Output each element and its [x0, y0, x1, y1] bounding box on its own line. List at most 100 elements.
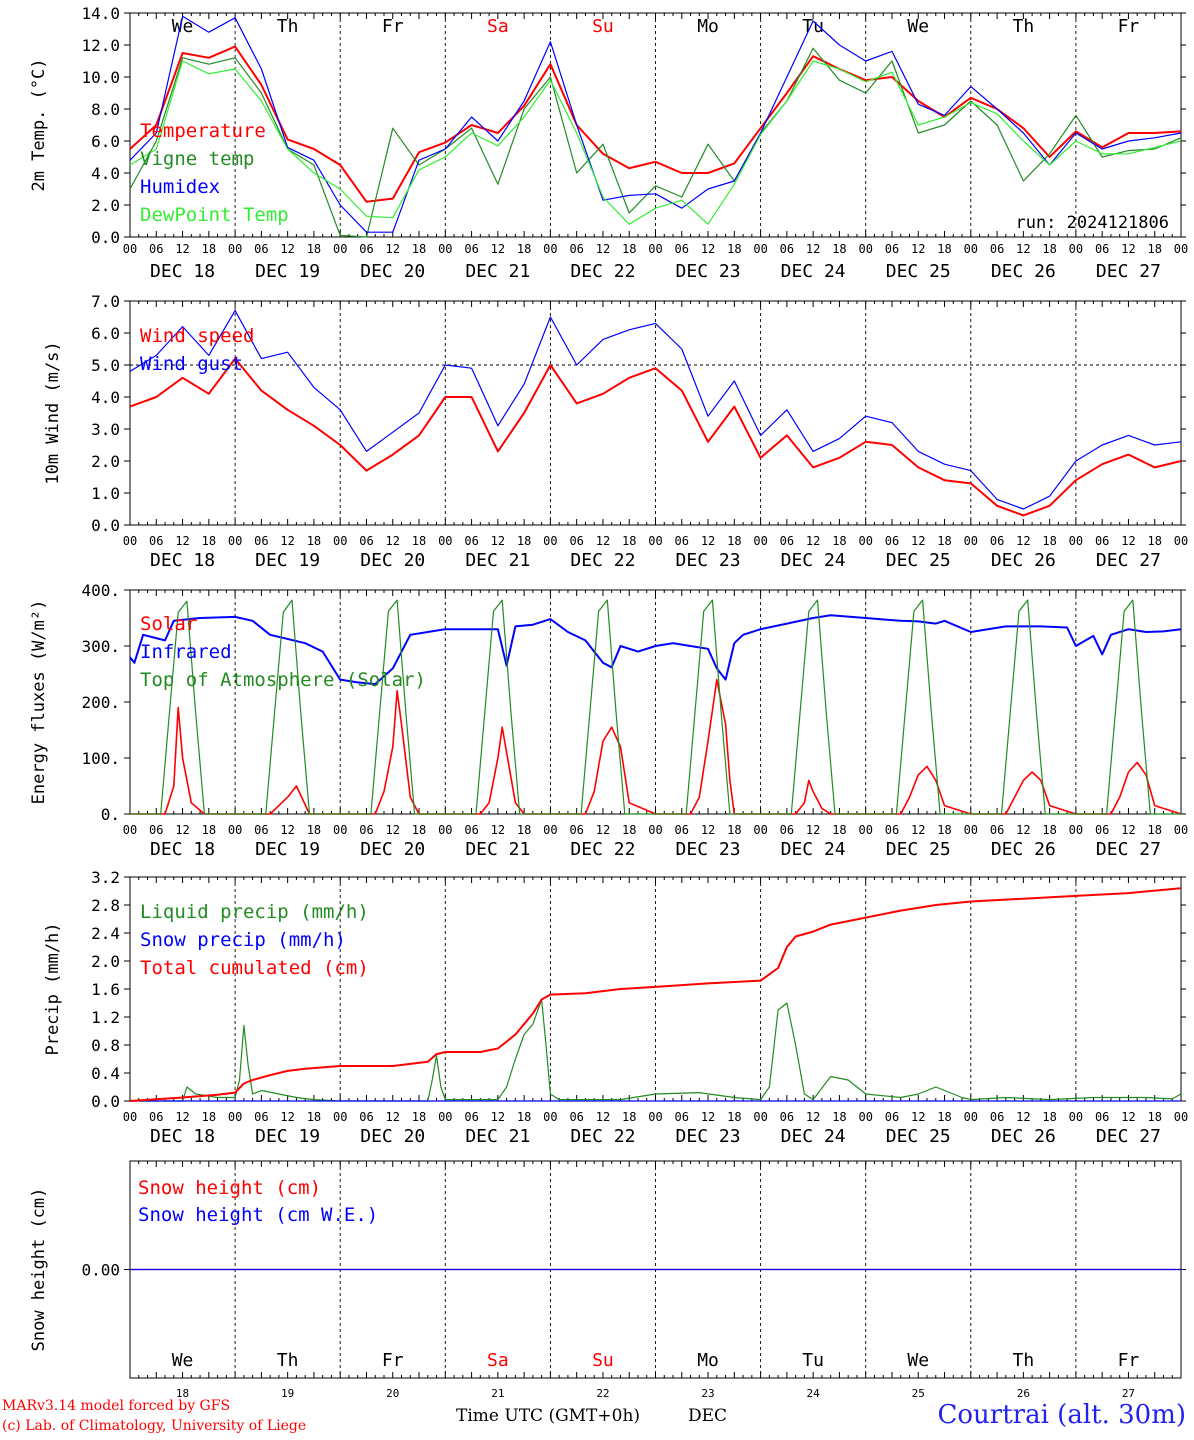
date-label: DEC 19 [255, 839, 320, 860]
hour-tick-label: 06 [149, 242, 163, 256]
hour-tick-label: 06 [359, 534, 373, 548]
date-label: DEC 24 [781, 550, 846, 571]
day-number-label: 22 [596, 1387, 609, 1400]
hour-tick-label: 00 [964, 1110, 978, 1124]
hour-tick-label: 18 [307, 534, 321, 548]
date-label: DEC 27 [1096, 1126, 1161, 1147]
date-label: DEC 25 [886, 550, 951, 571]
day-number-label: 27 [1122, 1387, 1135, 1400]
weekday-label: Th [1013, 16, 1035, 37]
hour-tick-label: 06 [780, 823, 794, 837]
hour-tick-label: 00 [648, 242, 662, 256]
hour-tick-label: 18 [832, 242, 846, 256]
hour-tick-label: 06 [780, 242, 794, 256]
date-label: DEC 22 [570, 261, 635, 282]
legend-entry: Top of Atmosphere (Solar) [140, 669, 426, 691]
legend-entry: Temperature [140, 120, 266, 142]
hour-tick-label: 18 [202, 1110, 216, 1124]
hour-tick-label: 18 [622, 534, 636, 548]
hour-tick-label: 00 [753, 242, 767, 256]
y-tick-label: 3.0 [91, 420, 120, 439]
panel-snow: 0.00 Snow height (cm) We Th Fr Sa Su Mo Tu We Th Fr… [29, 1160, 1186, 1400]
date-label: DEC 20 [360, 261, 425, 282]
y-tick-label: 300. [81, 637, 120, 656]
hour-tick-label: 06 [464, 534, 478, 548]
hour-tick-label: 00 [753, 534, 767, 548]
hour-tick-label: 06 [254, 823, 268, 837]
day-number-label: 20 [386, 1387, 399, 1400]
legend-entry: Total cumulated (cm) [140, 957, 369, 979]
legend-entry: Solar [140, 613, 197, 635]
hour-tick-label: 12 [491, 1110, 505, 1124]
hour-tick-label: 12 [701, 242, 715, 256]
hour-tick-label: 12 [1016, 823, 1030, 837]
hour-tick-label: 18 [622, 1110, 636, 1124]
hour-tick-label: 00 [228, 242, 242, 256]
panel-wind: 0.0 1.0 2.0 3.0 4.0 5.0 6.0 7.0 10m Wind (m/s) Wi… [43, 292, 1188, 571]
hour-tick-label: 00 [333, 242, 347, 256]
y-tick-label: 4.0 [91, 388, 120, 407]
y-tick-label: 2.4 [91, 924, 120, 943]
weekday-label: Fr [382, 16, 404, 37]
station-name: Courtrai (alt. 30m) [937, 1400, 1187, 1430]
hour-tick-label: 00 [543, 1110, 557, 1124]
hour-tick-label: 18 [832, 823, 846, 837]
hour-tick-label: 18 [1147, 1110, 1161, 1124]
day-number-label: 18 [176, 1387, 189, 1400]
hour-tick-label: 00 [753, 1110, 767, 1124]
run-label: run: 2024121806 [1015, 213, 1169, 233]
hour-tick-label: 12 [280, 823, 294, 837]
hour-tick-label: 18 [307, 1110, 321, 1124]
model-credit: MARv3.14 model forced by GFS [2, 1398, 231, 1414]
date-label: DEC 23 [676, 550, 741, 571]
weekday-label: We [172, 1350, 194, 1371]
day-number-label: 24 [807, 1387, 821, 1400]
hour-tick-label: 00 [438, 823, 452, 837]
hour-tick-label: 18 [937, 1110, 951, 1124]
y-tick-label: 0. [101, 805, 120, 824]
hour-tick-label: 00 [123, 823, 137, 837]
hour-tick-label: 12 [701, 534, 715, 548]
date-label: DEC 26 [991, 1126, 1056, 1147]
hour-tick-label: 18 [202, 534, 216, 548]
hour-tick-label: 12 [701, 823, 715, 837]
hour-tick-label: 00 [438, 534, 452, 548]
hour-tick-label: 00 [228, 823, 242, 837]
hour-tick-label: 12 [1016, 534, 1030, 548]
hour-tick-label: 12 [596, 1110, 610, 1124]
date-label: DEC 18 [150, 1126, 215, 1147]
weekday-label: Th [277, 16, 299, 37]
hour-tick-label: 00 [1069, 534, 1083, 548]
hour-tick-label: 18 [727, 534, 741, 548]
day-number-label: 26 [1017, 1387, 1030, 1400]
y-axis-label: 2m Temp. (°C) [29, 58, 49, 191]
hour-tick-label: 00 [333, 534, 347, 548]
date-label: DEC 22 [570, 550, 635, 571]
hour-tick-label: 12 [280, 1110, 294, 1124]
weekday-label: Fr [382, 1350, 404, 1371]
hour-tick-label: 18 [517, 1110, 531, 1124]
x-axis-month: DEC [688, 1406, 728, 1426]
hour-tick-label: 12 [806, 1110, 820, 1124]
hour-tick-label: 06 [780, 1110, 794, 1124]
y-tick-label: 8.0 [91, 100, 120, 119]
hour-tick-label: 12 [1121, 534, 1135, 548]
y-tick-label: 5.0 [91, 356, 120, 375]
hour-tick-label: 06 [464, 242, 478, 256]
hour-tick-label: 06 [569, 823, 583, 837]
hour-tick-label: 06 [464, 823, 478, 837]
y-tick-label: 2.0 [91, 952, 120, 971]
day-number-label: 21 [491, 1387, 504, 1400]
hour-tick-label: 06 [1095, 1110, 1109, 1124]
hour-tick-label: 06 [990, 534, 1004, 548]
y-tick-label: 1.0 [91, 484, 120, 503]
weekday-label: Sa [487, 1350, 509, 1371]
hour-tick-label: 00 [1174, 242, 1188, 256]
weekday-label: Mo [697, 1350, 719, 1371]
hour-tick-label: 00 [1069, 1110, 1083, 1124]
hour-tick-label: 18 [1147, 242, 1161, 256]
hour-tick-label: 06 [254, 534, 268, 548]
hour-tick-label: 18 [307, 823, 321, 837]
hour-tick-label: 12 [1121, 242, 1135, 256]
legend-entry: Snow precip (mm/h) [140, 929, 346, 951]
